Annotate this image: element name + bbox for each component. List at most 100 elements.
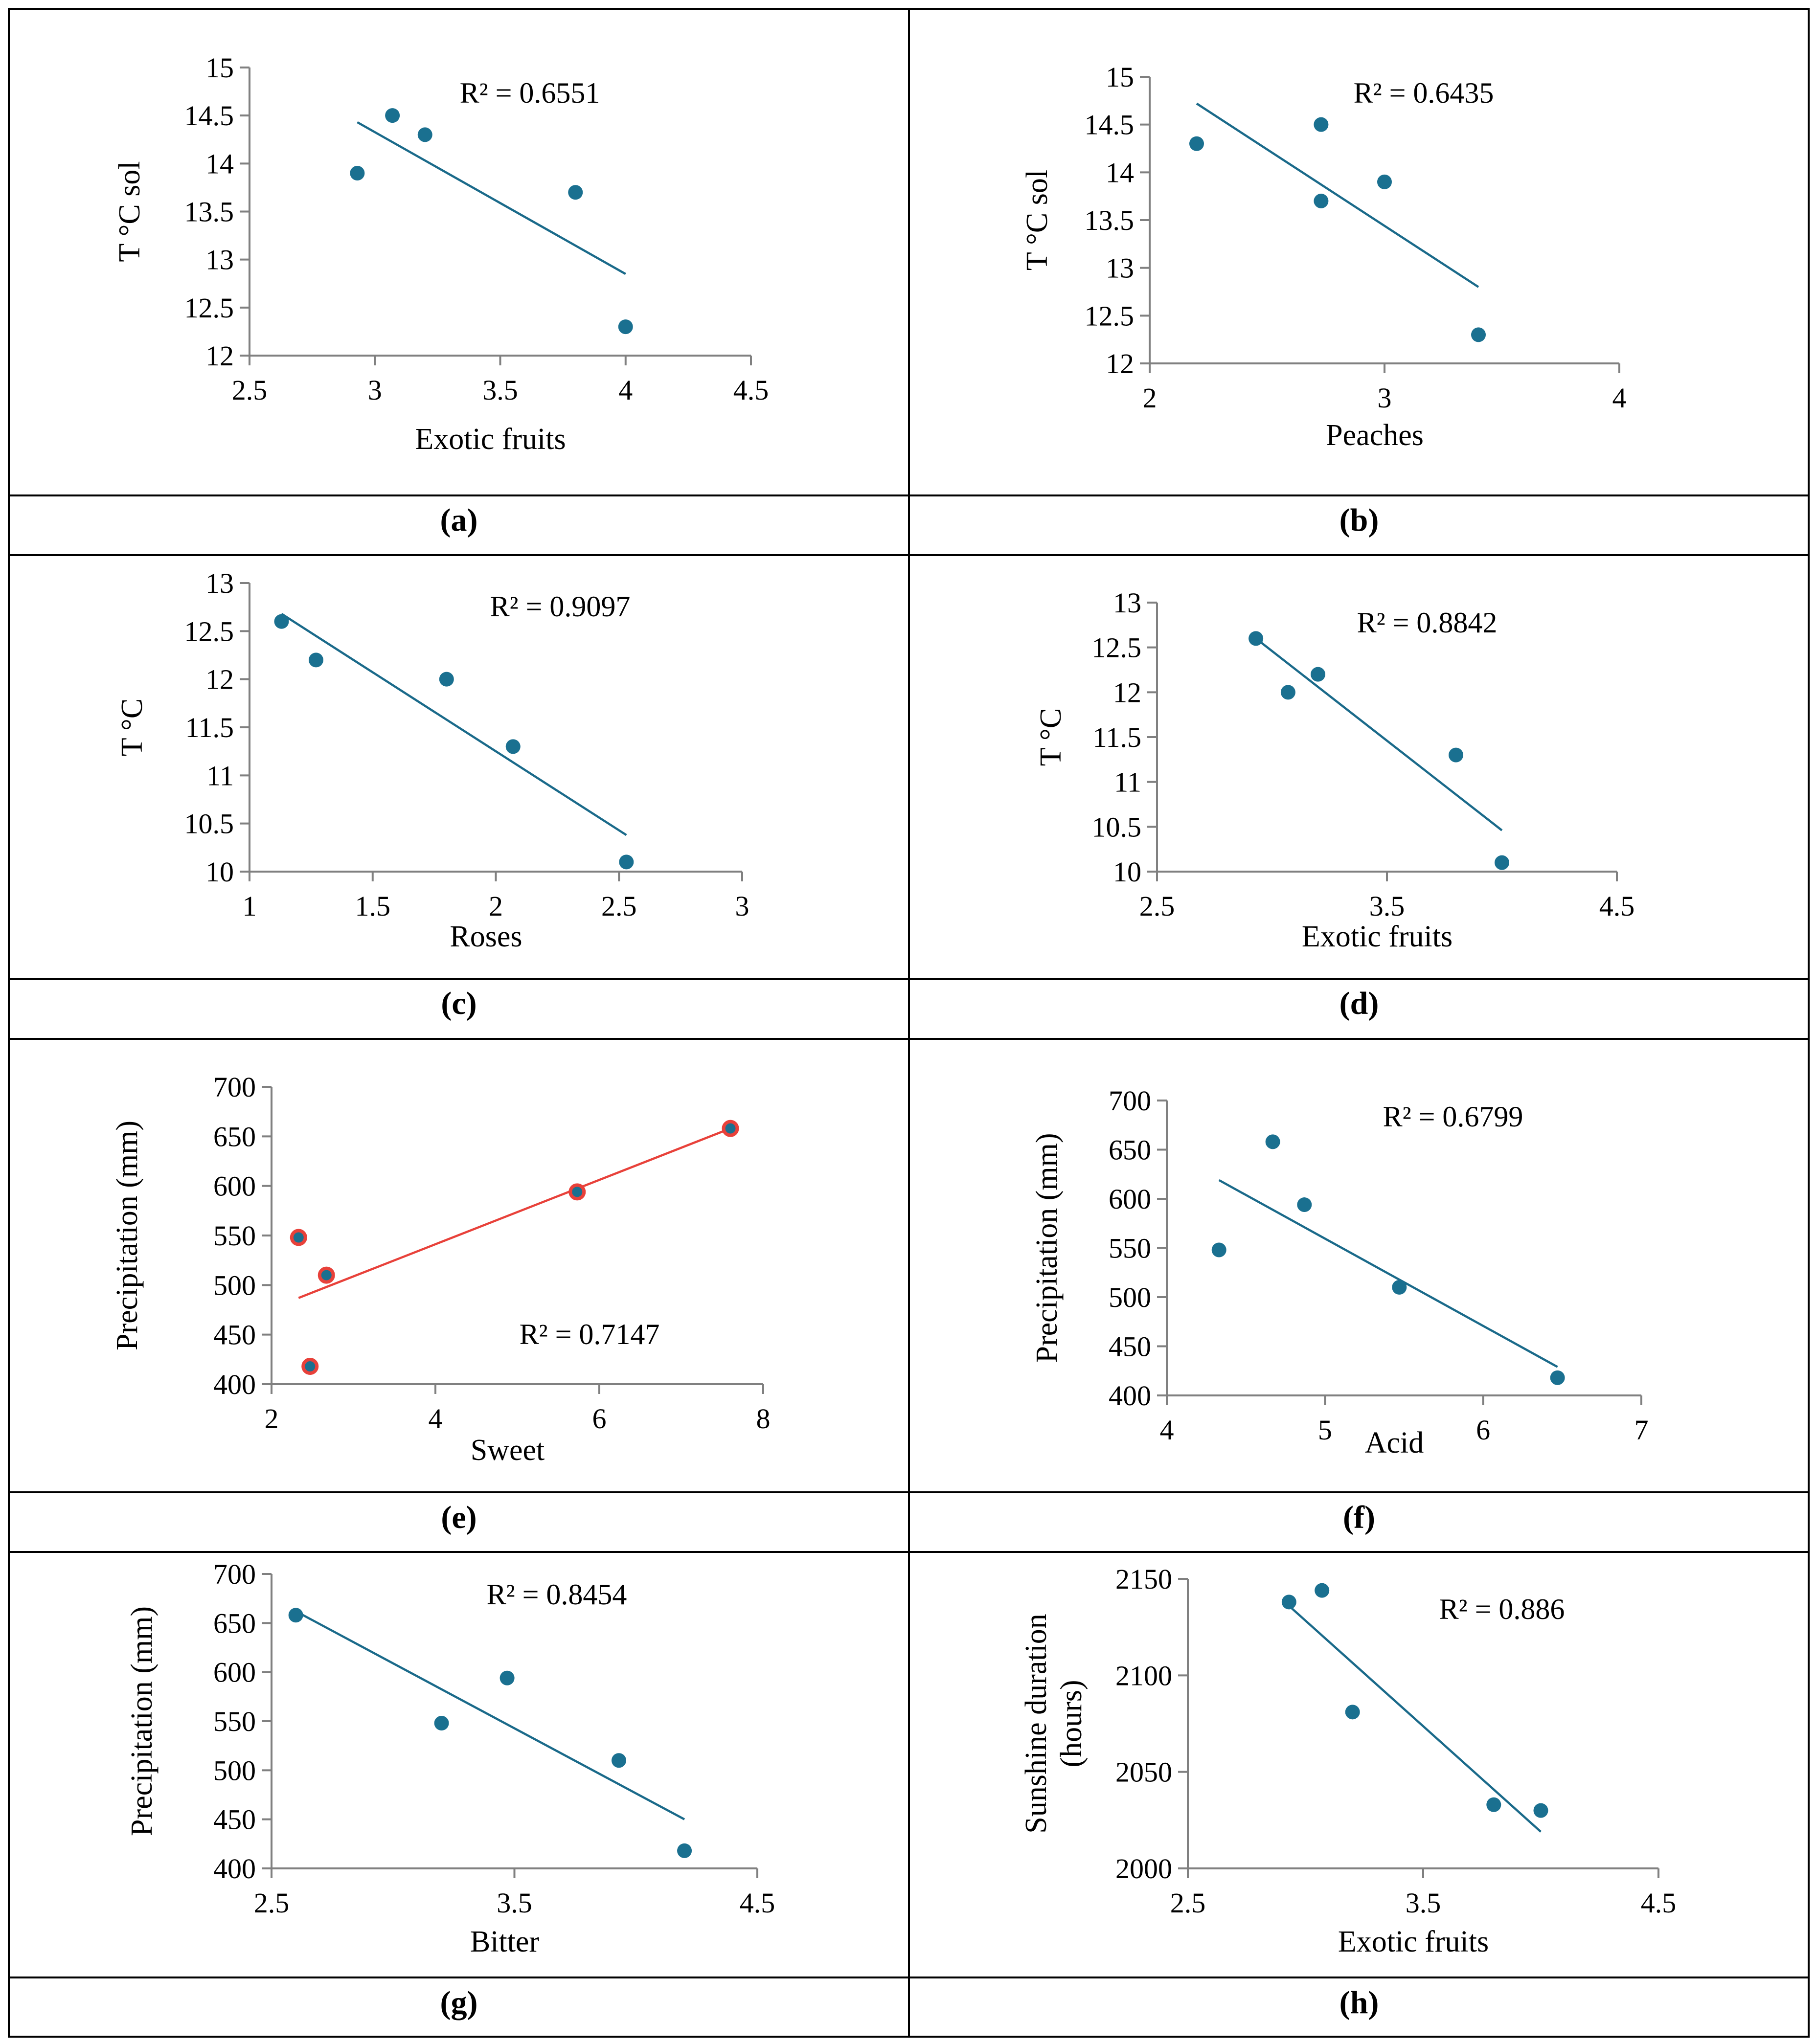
x-tick-label: 4.5 <box>733 374 769 406</box>
trendline <box>295 1610 685 1820</box>
y-tick-label: 550 <box>1109 1233 1151 1264</box>
y-tick-label: 13 <box>205 567 234 599</box>
data-point <box>677 1843 692 1858</box>
y-tick-label: 13 <box>1113 587 1141 619</box>
x-tick-label: 4 <box>1612 382 1627 414</box>
data-point <box>1533 1803 1548 1818</box>
y-tick-label: 650 <box>213 1607 256 1639</box>
y-tick-label: 700 <box>213 1071 256 1103</box>
data-point <box>308 652 323 668</box>
r-squared-label: R² = 0.6551 <box>460 77 600 109</box>
panel-label: (d) <box>1339 986 1379 1021</box>
x-tick-label: 4.5 <box>1641 1887 1677 1919</box>
y-tick-label: 14 <box>205 148 234 180</box>
r-squared-label: R² = 0.7147 <box>520 1318 660 1350</box>
y-tick-label: 13.5 <box>1085 204 1135 236</box>
y-tick-label: 2000 <box>1115 1853 1172 1885</box>
y-tick-label: 12.5 <box>184 615 234 647</box>
x-tick-label: 1 <box>243 890 257 922</box>
panel-label: (g) <box>440 1985 478 2021</box>
y-tick-label: 500 <box>213 1269 256 1301</box>
y-tick-label: 15 <box>1106 61 1134 93</box>
data-point <box>439 672 454 687</box>
y-axis-title: T °C <box>115 698 149 756</box>
trendline <box>281 613 627 836</box>
y-tick-label: 450 <box>213 1319 256 1351</box>
y-axis-title: Precipitation (mm) <box>1030 1133 1064 1363</box>
x-axis-title: Exotic fruits <box>1302 920 1453 953</box>
panel-label: (c) <box>441 986 477 1021</box>
y-tick-label: 450 <box>1109 1331 1151 1363</box>
data-point <box>568 185 583 200</box>
data-point <box>499 1670 515 1685</box>
y-axis-title: Sunshine duration(hours) <box>1020 1614 1088 1833</box>
y-tick-label: 2100 <box>1115 1660 1172 1691</box>
x-axis-title: Exotic fruits <box>415 423 566 456</box>
data-point <box>1265 1134 1280 1149</box>
x-tick-label: 3.5 <box>1369 890 1405 922</box>
x-tick-label: 6 <box>592 1403 607 1435</box>
data-point <box>385 108 400 123</box>
data-point <box>1280 685 1295 700</box>
x-axis-title: Sweet <box>471 1434 545 1467</box>
y-tick-label: 11.5 <box>185 712 234 743</box>
y-tick-label: 11.5 <box>1093 721 1141 753</box>
y-tick-label: 12 <box>1113 676 1141 708</box>
x-tick-label: 8 <box>756 1403 771 1435</box>
data-point <box>1211 1242 1226 1258</box>
y-tick-label: 650 <box>213 1121 256 1152</box>
panel-label: (f) <box>1343 1500 1375 1535</box>
y-tick-label: 550 <box>213 1706 256 1737</box>
y-tick-label: 700 <box>1109 1085 1151 1117</box>
trendline <box>1288 1605 1542 1833</box>
x-tick-label: 2.5 <box>601 890 637 922</box>
y-tick-label: 12.5 <box>1092 632 1142 664</box>
x-axis-title: Acid <box>1365 1426 1424 1460</box>
y-tick-label: 12 <box>205 340 234 372</box>
y-tick-label: 12.5 <box>184 292 234 324</box>
y-axis-title-line: (hours) <box>1055 1680 1088 1767</box>
y-tick-label: 11 <box>1114 766 1141 798</box>
y-tick-label: 650 <box>1109 1134 1151 1166</box>
r-squared-label: R² = 0.886 <box>1439 1593 1565 1625</box>
y-axis-title-line: Sunshine duration <box>1020 1614 1053 1833</box>
data-point <box>619 854 634 870</box>
x-tick-label: 3 <box>368 374 382 406</box>
data-point <box>722 1120 739 1137</box>
data-point <box>1297 1197 1312 1213</box>
y-axis-title: T °C sol <box>1021 170 1054 270</box>
data-point <box>1314 117 1329 132</box>
data-point <box>1311 667 1325 682</box>
trendline <box>1196 102 1479 288</box>
x-tick-label: 4 <box>1160 1414 1174 1446</box>
y-tick-label: 15 <box>205 52 234 84</box>
y-tick-label: 550 <box>213 1220 256 1252</box>
y-tick-label: 11 <box>206 760 234 791</box>
data-point <box>274 614 289 629</box>
data-point <box>417 127 432 142</box>
data-point <box>1449 747 1463 763</box>
panel-label: (h) <box>1339 1985 1379 2021</box>
x-tick-label: 3 <box>735 890 749 922</box>
y-tick-label: 10 <box>1113 856 1141 888</box>
data-point <box>505 739 521 754</box>
data-point <box>1314 193 1329 208</box>
y-tick-label: 13.5 <box>184 196 234 228</box>
y-tick-label: 12 <box>1106 348 1134 380</box>
y-tick-label: 2050 <box>1115 1756 1172 1788</box>
y-tick-label: 400 <box>1109 1380 1151 1412</box>
panel-label: (a) <box>440 502 478 538</box>
data-point <box>1315 1583 1330 1598</box>
y-tick-label: 600 <box>1109 1183 1151 1215</box>
data-point <box>1486 1797 1501 1812</box>
data-point <box>1281 1595 1296 1610</box>
x-tick-label: 1.5 <box>355 890 391 922</box>
y-axis-title: T °C <box>1034 708 1067 766</box>
y-axis-title: Precipitation (mm) <box>125 1606 159 1836</box>
data-point <box>301 1358 319 1375</box>
x-tick-label: 2.5 <box>254 1887 290 1919</box>
y-tick-label: 10.5 <box>1092 811 1142 843</box>
x-tick-label: 4 <box>429 1403 443 1435</box>
x-axis-title: Peaches <box>1326 419 1424 452</box>
